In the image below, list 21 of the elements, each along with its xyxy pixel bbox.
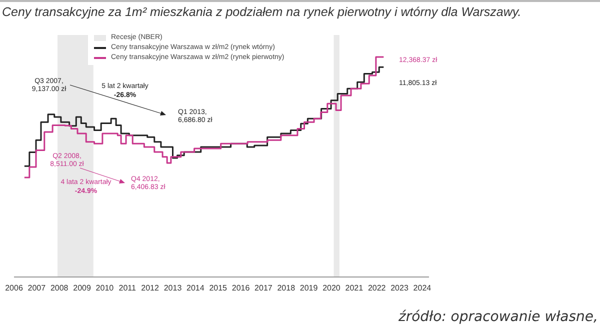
x-tick-label: 2006 (5, 284, 24, 293)
x-tick-label: 2022 (368, 284, 386, 293)
x-tick-label: 2007 (28, 284, 46, 293)
x-tick-label: 2017 (254, 284, 273, 293)
x-tick-label: 2018 (277, 284, 296, 293)
x-tick-label: 2015 (209, 284, 228, 293)
x-tick-label: 2011 (118, 284, 137, 293)
x-tick-label: 2013 (164, 284, 182, 293)
x-tick-label: 2019 (300, 284, 318, 293)
x-tick-label: 2020 (322, 284, 341, 293)
x-tick-label: 2008 (50, 284, 69, 293)
x-tick-label: 2024 (413, 284, 432, 293)
x-tick-label: 2012 (141, 284, 160, 293)
x-tick-label: 2014 (186, 284, 205, 293)
x-tick-label: 2021 (345, 284, 364, 293)
x-tick-label: 2023 (390, 284, 409, 293)
x-tick-label: 2009 (73, 284, 92, 293)
x-tick-label: 2016 (232, 284, 250, 293)
x-tick-label: 2010 (96, 284, 114, 293)
text: źródło: opracowanie własne, (398, 309, 598, 325)
chart-title: Ceny transakcyjne za 1m² mieszkania z podziałem na rynek pierwotny i wtórny dla Warszawy. (2, 5, 522, 19)
